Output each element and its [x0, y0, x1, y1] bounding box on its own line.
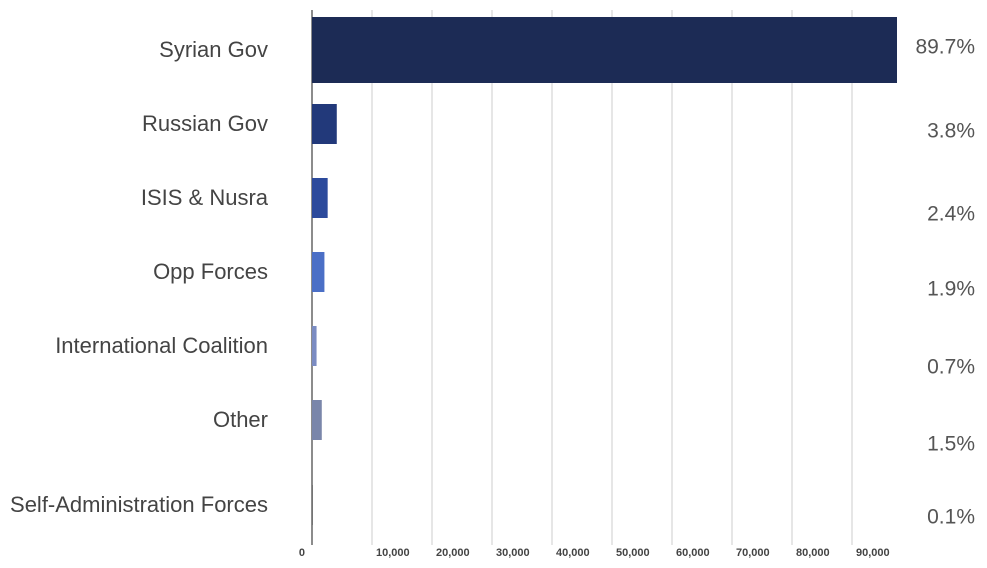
bar	[312, 400, 322, 440]
value-label: 0.1%	[927, 506, 975, 529]
category-label: Other	[212, 407, 268, 432]
x-tick-label: 90,000	[856, 547, 890, 559]
x-tick-label: 50,000	[616, 547, 650, 559]
x-tick-label: 60,000	[676, 547, 710, 559]
value-label: 2.4%	[927, 203, 975, 226]
bar	[312, 252, 325, 292]
bar	[312, 178, 328, 218]
bar	[312, 17, 897, 83]
category-label: Syrian Gov	[159, 37, 268, 62]
value-label: 1.5%	[927, 433, 975, 456]
x-tick-label: 40,000	[556, 547, 590, 559]
x-tick-label: 70,000	[736, 547, 770, 559]
value-label: 1.9%	[927, 278, 975, 301]
x-tick-label: 30,000	[496, 547, 530, 559]
category-label: International Coalition	[55, 333, 268, 358]
bar	[312, 104, 337, 144]
value-label: 3.8%	[927, 120, 975, 143]
bar	[312, 326, 317, 366]
category-label: Self-Administration Forces	[10, 492, 268, 517]
bar	[312, 485, 313, 525]
x-tick-label: 0	[299, 547, 305, 559]
category-label: Opp Forces	[153, 259, 268, 284]
x-tick-label: 80,000	[796, 547, 830, 559]
value-label: 89.7%	[915, 36, 975, 59]
x-tick-label: 10,000	[376, 547, 410, 559]
category-label: Russian Gov	[142, 111, 268, 136]
x-tick-label: 20,000	[436, 547, 470, 559]
value-label: 0.7%	[927, 356, 975, 379]
category-label: ISIS & Nusra	[140, 185, 268, 210]
